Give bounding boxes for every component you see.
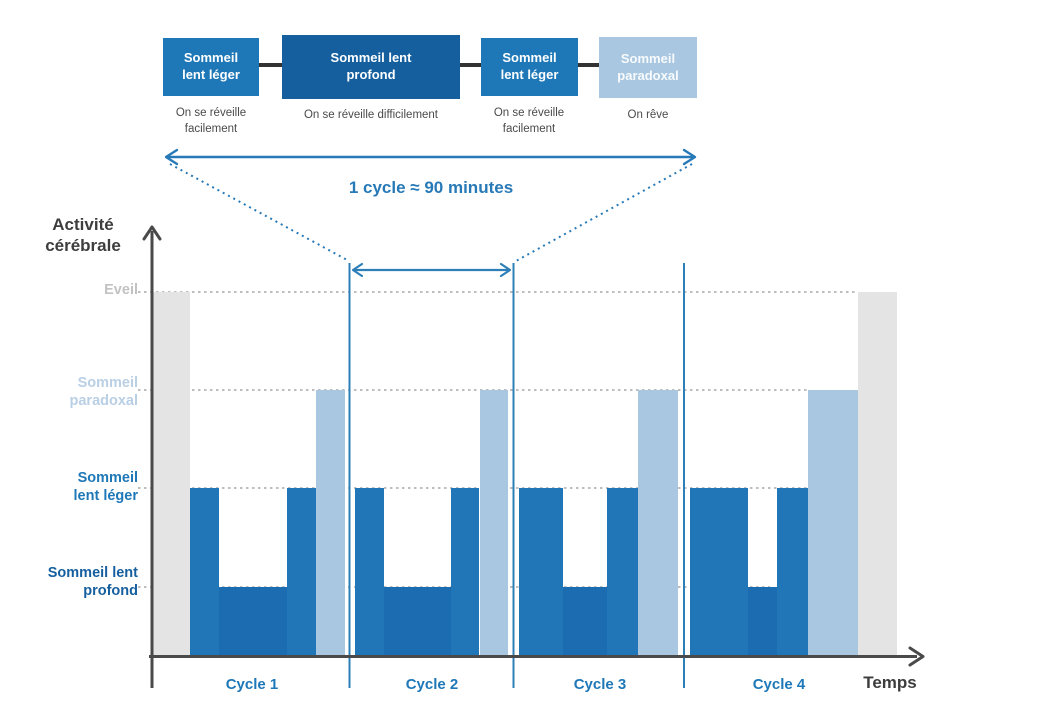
bar-leger-cycle-1: [190, 488, 219, 657]
cycle-span-arrowhead-right-icon: [682, 148, 697, 166]
bar-profond-cycle-1: [219, 587, 287, 657]
stage-box-sommeil-lent-leger-2: Sommeil lent léger: [481, 38, 578, 96]
stage-box-sommeil-paradoxal: Sommeil paradoxal: [599, 37, 697, 98]
y-label-eveil: Eveil: [104, 281, 138, 298]
cycle-duration-label: 1 cycle ≈ 90 minutes: [348, 178, 514, 197]
projection-line-right: [515, 163, 693, 262]
bar-eveil: [152, 292, 190, 657]
x-label-cycle-2: Cycle 2: [405, 676, 459, 693]
bar-leger-cycle-2: [451, 488, 479, 657]
x-label-cycle-1: Cycle 1: [225, 676, 279, 693]
connector-line-1: [259, 63, 282, 67]
stage-note-1: On se réveille facilement: [175, 107, 247, 135]
connector-line-2: [460, 63, 481, 67]
bar-leger-cycle-3: [519, 488, 563, 657]
projection-line-left: [169, 163, 350, 262]
y-label-leger: Sommeil lent léger: [73, 469, 138, 504]
bar-paradoxal-cycle-1: [316, 390, 345, 657]
x-axis-title: Temps: [863, 673, 917, 692]
x-axis-arrowhead-icon: [908, 646, 925, 667]
bar-leger-cycle-4: [777, 488, 808, 657]
bar-eveil: [858, 292, 897, 657]
bar-leger-cycle-3: [607, 488, 638, 657]
cycle2-span-arrowhead-left-icon: [351, 262, 364, 278]
stage-box-sommeil-lent-leger-1: Sommeil lent léger: [163, 38, 259, 96]
stage-note-4: On rêve: [627, 109, 669, 121]
cycle-span-arrowhead-left-icon: [164, 148, 179, 166]
stage-box-sommeil-lent-profond: Sommeil lent profond: [282, 35, 460, 99]
y-label-paradoxal: Sommeil paradoxal: [69, 374, 139, 409]
y-label-profond: Sommeil lent profond: [47, 564, 138, 599]
bar-paradoxal-cycle-4: [808, 390, 858, 657]
cycle2-span-arrowhead-right-icon: [499, 262, 512, 278]
x-label-cycle-3: Cycle 3: [573, 676, 627, 693]
bar-profond-cycle-2: [384, 587, 451, 657]
bar-paradoxal-cycle-2: [480, 390, 508, 657]
stage-note-2: On se réveille difficilement: [303, 109, 439, 121]
stage-note-3: On se réveille facilement: [493, 107, 565, 135]
y-axis-title: Activité cérébrale: [45, 215, 121, 256]
x-label-cycle-4: Cycle 4: [752, 676, 806, 693]
bar-profond-cycle-3: [563, 587, 607, 657]
bar-paradoxal-cycle-3: [638, 390, 678, 657]
bar-profond-cycle-4: [748, 587, 777, 657]
connector-line-3: [578, 63, 599, 67]
y-axis-arrowhead-icon: [142, 225, 162, 241]
bar-leger-cycle-1: [287, 488, 316, 657]
bar-leger-cycle-4: [690, 488, 748, 657]
bar-leger-cycle-2: [355, 488, 384, 657]
